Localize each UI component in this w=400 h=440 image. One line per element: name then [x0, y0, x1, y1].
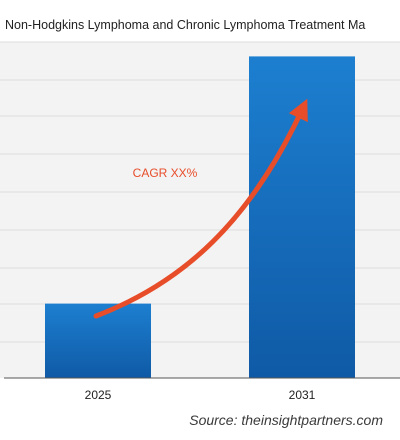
cagr-label: CAGR XX% — [133, 166, 198, 180]
cagr-arrow — [93, 98, 308, 319]
bars — [45, 56, 355, 379]
x-tick-label-2031: 2031 — [289, 388, 316, 402]
chart-title-text: Non-Hodgkins Lymphoma and Chronic Lympho… — [5, 18, 366, 32]
source-credit: Source: theinsightpartners.com — [189, 412, 383, 428]
x-tick-labels: 2025 2031 — [85, 388, 316, 402]
chart-title: Non-Hodgkins Lymphoma and Chronic Lympho… — [0, 18, 400, 32]
bar-2031 — [249, 56, 355, 379]
x-tick-label-2025: 2025 — [85, 388, 112, 402]
